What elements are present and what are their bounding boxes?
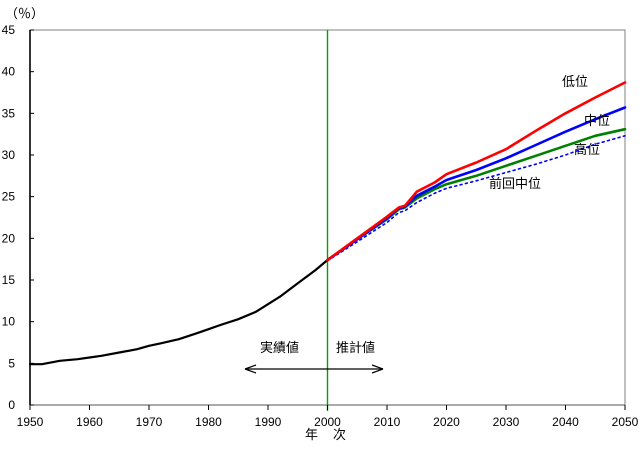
x-tick-label: 1950 <box>17 415 44 429</box>
x-tick-label: 2030 <box>493 415 520 429</box>
x-tick-label: 2040 <box>552 415 579 429</box>
range-arrow-head-left <box>244 368 257 374</box>
range-arrow-head-right <box>371 364 384 370</box>
y-tick-label: 35 <box>2 106 16 120</box>
x-tick-label: 1980 <box>195 415 222 429</box>
series-label-medium-variant: 中位 <box>584 113 611 128</box>
series-line-3 <box>326 106 627 262</box>
actual-values-label: 実績値 <box>260 340 300 355</box>
y-tick-label: 25 <box>2 190 16 204</box>
y-tick-label: 10 <box>2 315 16 329</box>
series-label-high-variant: 高位 <box>574 142 601 157</box>
series-label-low-variant: 低位 <box>562 74 589 89</box>
series-line-1 <box>326 135 626 262</box>
y-tick-label: 40 <box>2 65 16 79</box>
range-arrow-head-right <box>371 368 384 374</box>
series-label-previous-medium: 前回中位 <box>489 176 542 191</box>
x-tick-label: 2000 <box>314 415 341 429</box>
x-tick-label: 2020 <box>433 415 460 429</box>
y-axis-unit-label: （％） <box>5 6 45 21</box>
projected-values-label: 推計値 <box>336 340 376 355</box>
y-tick-label: 30 <box>2 148 16 162</box>
y-tick-label: 45 <box>2 23 16 37</box>
series-line-4 <box>326 81 627 262</box>
y-tick-label: 20 <box>2 231 16 245</box>
x-axis-title: 年 次 <box>305 427 348 442</box>
y-tick-label: 0 <box>8 398 15 412</box>
y-tick-label: 15 <box>2 273 16 287</box>
x-tick-label: 2050 <box>612 415 639 429</box>
x-tick-label: 1960 <box>76 415 103 429</box>
x-tick-label: 2010 <box>374 415 401 429</box>
x-tick-label: 1970 <box>136 415 163 429</box>
range-arrow-head-left <box>244 364 257 370</box>
series-line-0 <box>28 258 329 366</box>
y-tick-label: 5 <box>8 356 15 370</box>
x-tick-label: 1990 <box>255 415 282 429</box>
